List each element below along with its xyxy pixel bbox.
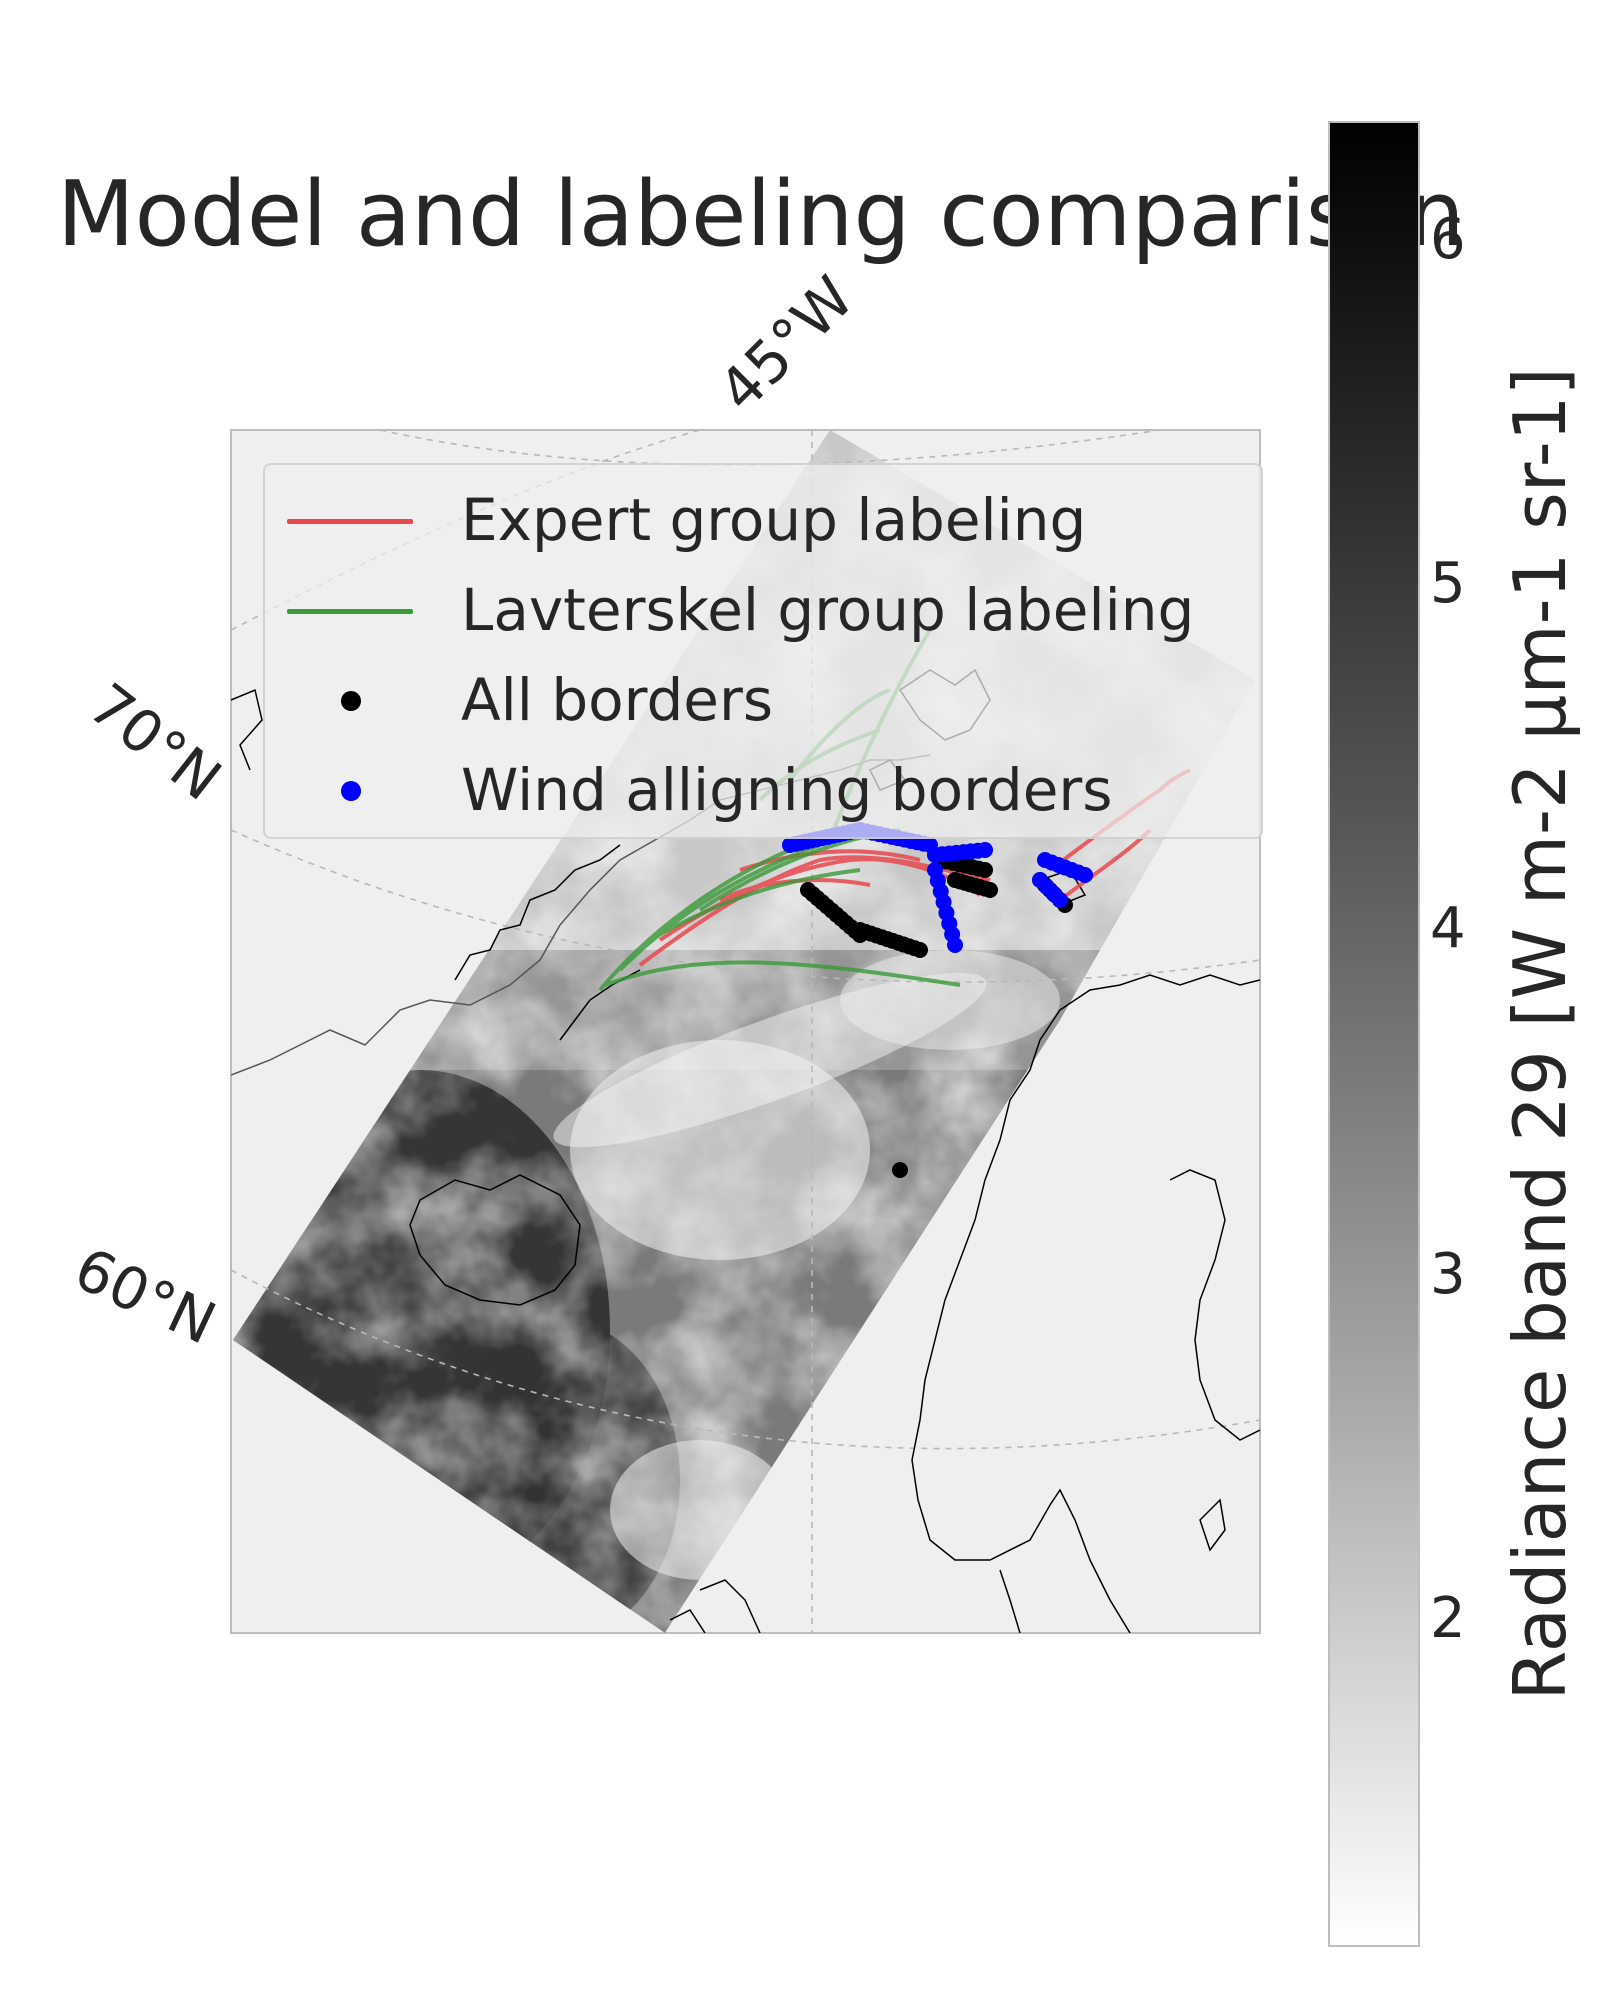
legend-label-lavterskel: Lavterskel group labeling [461, 576, 1195, 644]
border-point [977, 862, 993, 878]
legend-label-expert: Expert group labeling [461, 486, 1087, 554]
page-title: Model and labeling comparison [57, 162, 1465, 267]
colorbar-tick-6: 6 [1430, 207, 1466, 272]
colorbar-tick-3: 3 [1430, 1242, 1466, 1307]
colorbar-tick-5: 5 [1430, 551, 1466, 616]
scandinavia-coast [911, 974, 1260, 1633]
legend-entry-lavterskel: Lavterskel group labeling [265, 567, 1261, 653]
legend-label-all-borders: All borders [461, 666, 774, 734]
colorbar-tick-2: 2 [1430, 1586, 1466, 1651]
border-point [912, 942, 928, 958]
legend-entry-expert: Expert group labeling [265, 477, 1261, 563]
border-point [982, 882, 998, 898]
legend-dot-black [341, 691, 361, 711]
legend-label-wind-borders: Wind alligning borders [461, 756, 1113, 824]
colorbar [1328, 121, 1420, 1947]
legend-line-red [287, 519, 413, 524]
wind-border-point [1052, 892, 1068, 908]
colorbar-tick-4: 4 [1430, 896, 1466, 961]
iceland-coast [409, 1174, 581, 1306]
legend-entry-wind-borders: Wind alligning borders [265, 747, 1261, 833]
legend-dot-blue [341, 781, 361, 801]
wind-border-point [947, 937, 963, 953]
legend: Expert group labeling Lavterskel group l… [263, 463, 1263, 839]
legend-entry-all-borders: All borders [265, 657, 1261, 743]
wind-border-point [977, 842, 993, 858]
legend-line-green [287, 609, 413, 614]
wind-border-point [1077, 867, 1093, 883]
border-point [892, 1162, 908, 1178]
